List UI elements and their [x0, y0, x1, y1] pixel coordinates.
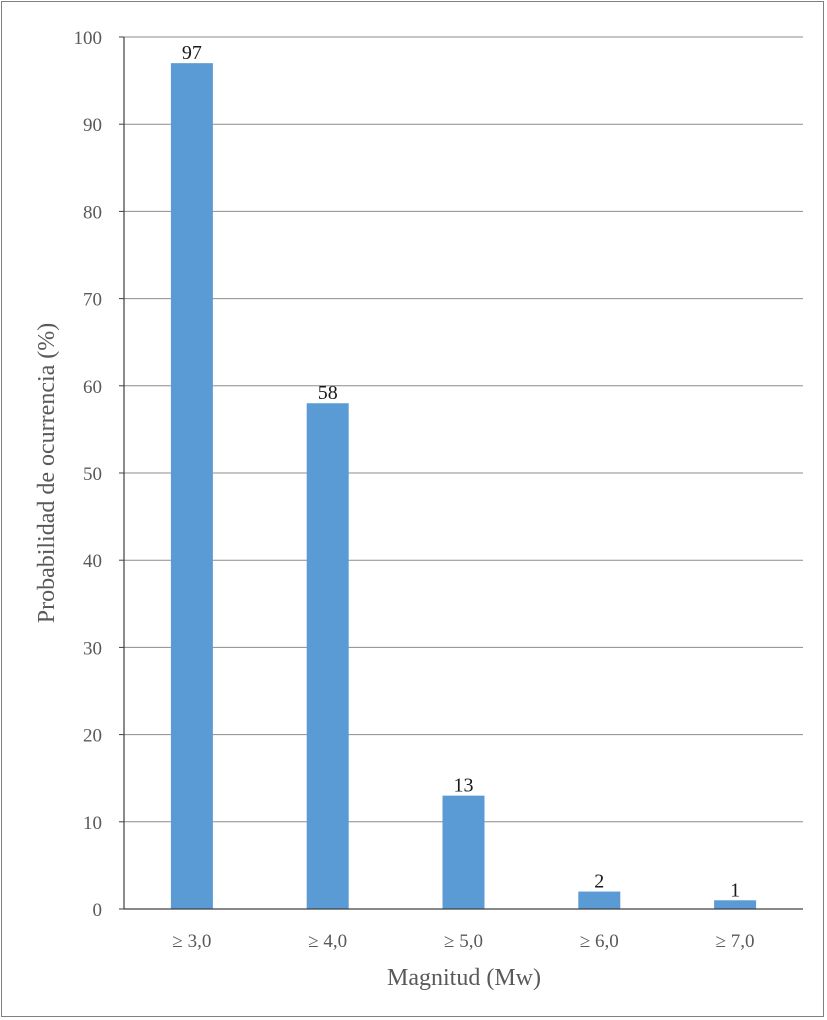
data-label: 97: [182, 42, 202, 64]
data-label: 2: [594, 871, 604, 893]
x-tick-label: ≥ 7,0: [716, 931, 755, 952]
x-tick-label: ≥ 4,0: [308, 931, 347, 952]
y-tick-label: 40: [83, 551, 102, 572]
y-tick-label: 50: [83, 464, 102, 485]
labels: 0 10 20 30 40 50 60 70 80 90 100 97 ≥ 3,0 58 ≥ 4,0 13 ≥ …: [74, 28, 755, 952]
bar-2: [306, 403, 349, 909]
grid-lines: [124, 36, 803, 823]
data-label: 13: [454, 775, 474, 797]
y-tick-label: 0: [93, 900, 103, 921]
bar-1: [170, 63, 213, 910]
y-tick-label: 80: [83, 202, 102, 223]
y-axis-title: Probabilidad de ocurrencia (%): [34, 323, 60, 624]
y-tick-label: 100: [74, 28, 103, 49]
bar-4: [578, 891, 621, 909]
y-tick-label: 20: [83, 726, 102, 747]
bar-5: [714, 900, 757, 909]
axes: [119, 36, 803, 910]
x-tick-label: ≥ 3,0: [172, 931, 211, 952]
y-tick-label: 10: [83, 813, 102, 834]
x-tick-label: ≥ 6,0: [580, 931, 619, 952]
y-tick-label: 90: [83, 115, 102, 136]
bars: [170, 63, 757, 910]
data-label: 58: [318, 382, 338, 404]
x-axis-title: Magnitud (Mw): [387, 965, 541, 991]
y-tick-label: 60: [83, 377, 102, 398]
bar-3: [442, 795, 485, 909]
data-label: 1: [730, 879, 740, 901]
y-tick-label: 30: [83, 638, 102, 659]
x-tick-label: ≥ 5,0: [444, 931, 483, 952]
y-tick-label: 70: [83, 290, 102, 311]
